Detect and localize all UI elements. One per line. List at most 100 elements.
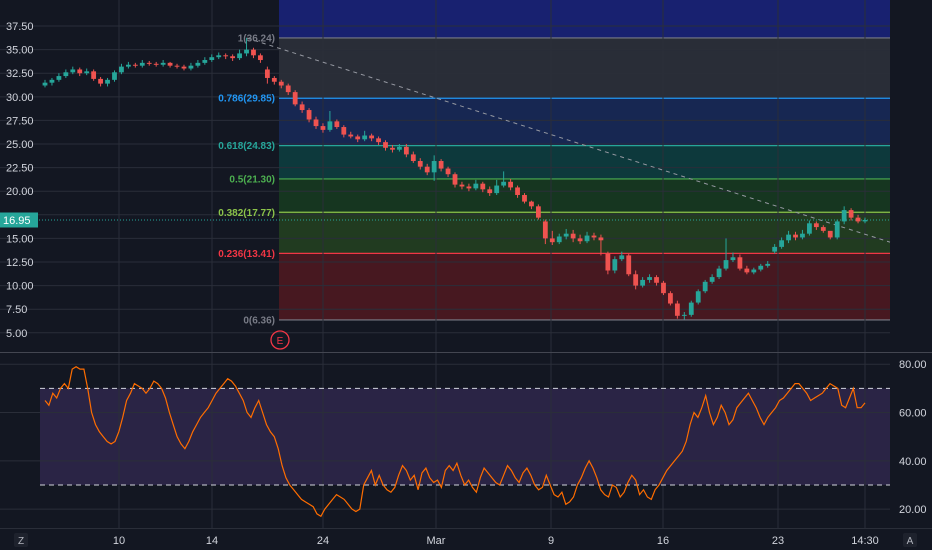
- candle-body[interactable]: [63, 72, 69, 77]
- candle-body[interactable]: [320, 126, 326, 130]
- candle[interactable]: [813, 221, 819, 230]
- candle[interactable]: [438, 159, 444, 172]
- candle-body[interactable]: [341, 127, 347, 135]
- candle[interactable]: [529, 200, 534, 210]
- candle[interactable]: [105, 77, 110, 87]
- candle[interactable]: [244, 37, 249, 57]
- candle[interactable]: [70, 66, 76, 75]
- candle-body[interactable]: [841, 210, 847, 222]
- candle[interactable]: [403, 144, 409, 158]
- candle[interactable]: [570, 229, 576, 243]
- candlestick-series[interactable]: [42, 37, 868, 320]
- candle-body[interactable]: [362, 135, 368, 140]
- candle-body[interactable]: [813, 223, 819, 228]
- candle[interactable]: [612, 256, 618, 274]
- candle-body[interactable]: [230, 56, 236, 59]
- candle[interactable]: [313, 116, 319, 129]
- candle-body[interactable]: [619, 255, 625, 260]
- candle[interactable]: [174, 63, 180, 69]
- event-marker[interactable]: E: [270, 330, 290, 350]
- candle-body[interactable]: [153, 63, 159, 65]
- candle[interactable]: [744, 265, 750, 275]
- candle-body[interactable]: [431, 161, 437, 173]
- candle-body[interactable]: [383, 142, 388, 148]
- candle-body[interactable]: [132, 64, 138, 66]
- candle-body[interactable]: [744, 268, 750, 273]
- candle-body[interactable]: [139, 62, 145, 66]
- candle[interactable]: [112, 70, 117, 82]
- candle[interactable]: [376, 136, 381, 145]
- candle[interactable]: [132, 62, 138, 68]
- candle-body[interactable]: [487, 189, 493, 194]
- candle[interactable]: [125, 61, 131, 69]
- candle-body[interactable]: [292, 92, 298, 105]
- candle-body[interactable]: [390, 147, 395, 150]
- candle[interactable]: [855, 214, 861, 224]
- auto-scale-button[interactable]: A: [903, 533, 917, 547]
- candle[interactable]: [49, 77, 55, 86]
- candle-body[interactable]: [410, 154, 416, 162]
- candle[interactable]: [772, 244, 778, 254]
- candle-body[interactable]: [549, 238, 555, 243]
- candle[interactable]: [709, 274, 715, 284]
- candle-body[interactable]: [299, 104, 305, 111]
- main-chart-pane[interactable]: 1(36.24) 0.786(29.85) 0.618(24.83) 0.5(21.3…: [0, 0, 891, 352]
- candle[interactable]: [654, 275, 659, 286]
- candle[interactable]: [480, 181, 486, 193]
- candle[interactable]: [355, 134, 361, 143]
- candle-body[interactable]: [772, 246, 778, 252]
- candle[interactable]: [800, 229, 805, 240]
- candle-body[interactable]: [424, 166, 430, 173]
- candle[interactable]: [84, 68, 90, 76]
- candle-body[interactable]: [508, 181, 513, 188]
- candle[interactable]: [334, 119, 340, 129]
- candle[interactable]: [251, 47, 256, 59]
- candle-body[interactable]: [494, 185, 500, 194]
- candle[interactable]: [702, 279, 708, 294]
- candle-body[interactable]: [56, 76, 62, 80]
- candle[interactable]: [160, 60, 166, 67]
- candle[interactable]: [258, 53, 263, 63]
- candle-body[interactable]: [855, 217, 861, 222]
- candle[interactable]: [320, 123, 326, 133]
- candle[interactable]: [202, 57, 208, 65]
- candle[interactable]: [299, 101, 305, 113]
- candle[interactable]: [793, 231, 798, 241]
- candle-body[interactable]: [633, 274, 639, 286]
- candle-body[interactable]: [751, 269, 757, 273]
- candle-body[interactable]: [160, 62, 166, 65]
- candle-body[interactable]: [112, 72, 117, 80]
- candle-body[interactable]: [438, 161, 444, 169]
- candle-body[interactable]: [285, 85, 291, 93]
- candle[interactable]: [522, 193, 527, 204]
- candle-body[interactable]: [542, 221, 548, 239]
- candle-body[interactable]: [251, 49, 256, 56]
- candle[interactable]: [626, 253, 632, 277]
- candle-body[interactable]: [105, 79, 110, 84]
- candle[interactable]: [369, 133, 375, 142]
- candle[interactable]: [195, 60, 201, 68]
- candle[interactable]: [688, 300, 694, 317]
- candle-body[interactable]: [313, 119, 319, 127]
- candle[interactable]: [216, 52, 222, 60]
- candle[interactable]: [188, 62, 194, 71]
- candle[interactable]: [668, 291, 673, 306]
- candle-body[interactable]: [459, 184, 465, 187]
- earnings-event-icon[interactable]: [270, 330, 290, 350]
- candle[interactable]: [535, 204, 541, 220]
- candle[interactable]: [730, 252, 736, 262]
- candle[interactable]: [563, 228, 569, 240]
- candle-body[interactable]: [529, 201, 534, 207]
- candle-body[interactable]: [174, 65, 180, 67]
- candle-body[interactable]: [820, 227, 826, 231]
- candle-body[interactable]: [563, 233, 569, 237]
- candle-body[interactable]: [723, 260, 729, 269]
- candle[interactable]: [264, 66, 270, 84]
- candle[interactable]: [508, 178, 513, 191]
- candle-body[interactable]: [403, 146, 409, 155]
- candle-body[interactable]: [146, 62, 152, 64]
- candle[interactable]: [98, 77, 103, 87]
- candle[interactable]: [647, 274, 652, 283]
- candle-body[interactable]: [591, 235, 597, 238]
- rsi-axis[interactable]: 80.00 60.00 40.00 20.00: [899, 359, 927, 516]
